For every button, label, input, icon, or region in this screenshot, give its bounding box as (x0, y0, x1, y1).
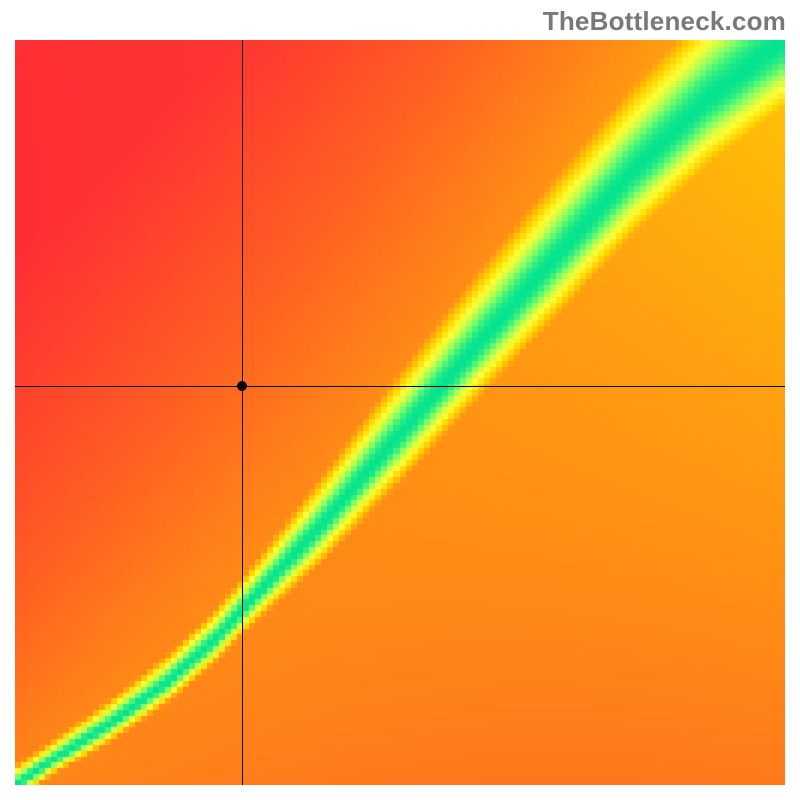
crosshair-horizontal (15, 386, 785, 387)
root-container: TheBottleneck.com (0, 0, 800, 800)
heatmap-plot (15, 40, 785, 785)
watermark-text: TheBottleneck.com (543, 6, 786, 37)
crosshair-vertical (242, 40, 243, 785)
heatmap-canvas (15, 40, 785, 785)
